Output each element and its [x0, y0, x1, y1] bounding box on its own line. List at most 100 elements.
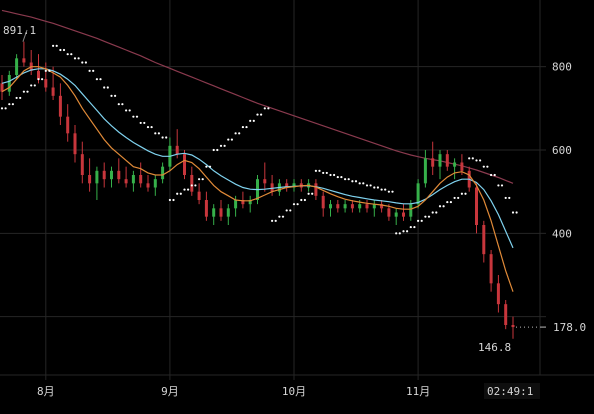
sar-dot [336, 175, 339, 179]
candle-body [394, 212, 398, 217]
grid-lines [0, 0, 540, 375]
sar-dot [95, 78, 98, 81]
sar-dot [4, 107, 7, 110]
sar-dot [508, 196, 511, 200]
sar-dot [329, 173, 332, 177]
ma-long-line [1, 9, 514, 184]
last-price-label: 178.0 [553, 321, 586, 334]
candle-body [402, 212, 405, 217]
candle-body [226, 208, 230, 217]
candle-body [504, 304, 508, 325]
sar-dot [420, 219, 423, 222]
candle-body [51, 87, 55, 96]
sar-dot [482, 165, 485, 168]
sar-dot [201, 178, 204, 181]
candle-body [409, 204, 413, 217]
sar-dot [468, 157, 471, 160]
sar-dot [19, 96, 22, 100]
sar-dot [55, 44, 58, 47]
sar-dot [365, 184, 369, 187]
candle-body [453, 162, 457, 167]
sar-dot [460, 192, 463, 195]
candle-body [102, 170, 106, 180]
ma-lines [1, 66, 514, 292]
candle-body [15, 58, 19, 75]
sar-dot [376, 186, 379, 189]
candle-body [423, 158, 427, 184]
sar-dot [168, 198, 171, 202]
candle-body [212, 208, 216, 217]
sar-dot [106, 86, 109, 89]
candle-body [234, 200, 238, 209]
candle-body [44, 79, 48, 88]
candle-body [7, 75, 11, 92]
sar-dot [442, 205, 445, 208]
sar-dot [369, 184, 372, 187]
sar-dot [351, 180, 354, 183]
sar-dot [77, 57, 80, 60]
sar-dot [314, 169, 317, 172]
candle-body [365, 204, 369, 209]
sar-dot [475, 159, 478, 162]
sar-dot [303, 198, 306, 202]
sar-dot [234, 132, 237, 135]
candle-body [482, 225, 486, 255]
x-tick-label: 8月 [37, 385, 55, 398]
sar-dot [384, 188, 387, 191]
sar-dot [296, 203, 299, 206]
high-marker-line [22, 29, 28, 42]
sar-dot [245, 125, 248, 129]
sar-dot [406, 230, 409, 233]
candle-body [37, 70, 40, 80]
sar-dot [449, 200, 452, 204]
sar-dot [446, 200, 449, 204]
sar-dot [157, 132, 160, 135]
sar-dot [398, 232, 401, 235]
sar-dot [0, 107, 4, 110]
sar-dot [121, 103, 124, 106]
candle-body [139, 175, 143, 184]
sar-dot [227, 138, 230, 141]
candle-body [204, 200, 208, 217]
candle-body [343, 204, 347, 209]
sar-dot [223, 144, 226, 147]
candle-body [358, 204, 362, 209]
sar-dot [146, 125, 150, 129]
sar-dot [212, 148, 215, 152]
candle-body [73, 133, 77, 155]
candle-body [372, 204, 376, 209]
sar-dot [30, 84, 33, 87]
sar-dot [292, 203, 296, 206]
sar-dot [493, 173, 496, 177]
sar-dot [66, 53, 69, 56]
sar-dot [135, 115, 139, 118]
candle-body [496, 283, 500, 305]
sar-dot [52, 44, 55, 47]
candle-body [95, 170, 99, 184]
sar-dot [165, 136, 168, 139]
low-marker-label: 146.8 [478, 341, 511, 354]
sar-dot [139, 121, 142, 125]
sar-dot [84, 61, 87, 64]
candle-body [460, 162, 464, 171]
sar-dot [274, 219, 277, 222]
sar-dot [453, 196, 456, 200]
sar-dot [380, 188, 383, 191]
sar-dot [424, 215, 427, 218]
sar-dots [0, 44, 518, 235]
candle-body [387, 208, 391, 217]
sar-dot [238, 132, 241, 135]
sar-dot [230, 138, 233, 141]
sar-dot [307, 192, 310, 195]
sar-dot [252, 119, 255, 122]
sar-dot [417, 219, 420, 222]
price-labels: 891.1 146.8 178.0 [3, 24, 586, 354]
y-tick-label: 600 [552, 144, 572, 157]
candle-body [438, 154, 442, 167]
candle-body [285, 183, 289, 188]
sar-dot [150, 125, 153, 129]
candle-body [153, 179, 157, 188]
candle-body [270, 183, 274, 192]
sar-dot [373, 186, 376, 189]
